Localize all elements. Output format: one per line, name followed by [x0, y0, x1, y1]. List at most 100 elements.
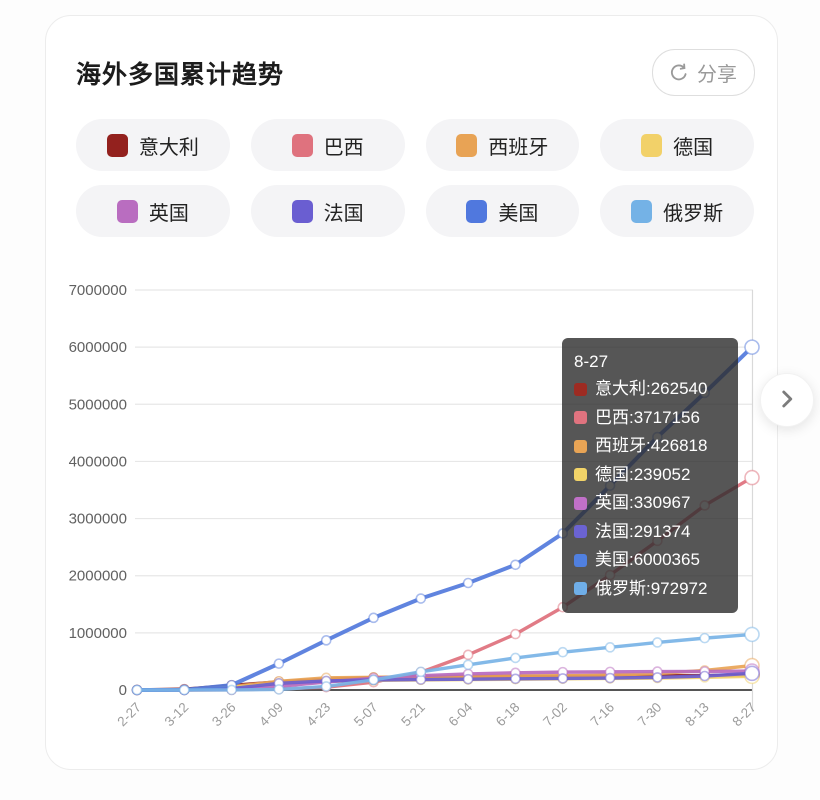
x-axis-label: 3-12 [162, 700, 192, 730]
legend-label: 德国 [673, 136, 714, 159]
legend-swatch-russia [631, 199, 653, 223]
data-point-russia[interactable] [320, 681, 332, 692]
data-point-russia[interactable] [510, 652, 521, 664]
x-axis-label: 6-18 [493, 700, 523, 730]
data-point-usa[interactable] [320, 635, 332, 646]
tooltip-value: 德国:239052 [595, 464, 691, 484]
legend-label: 英国 [148, 202, 189, 225]
x-axis-label: 7-16 [587, 700, 617, 730]
tooltip-row-uk: 英国:330967 [574, 489, 726, 518]
data-point-russia[interactable] [462, 659, 474, 671]
data-point-france[interactable] [462, 673, 474, 685]
series-line-russia [135, 632, 754, 692]
y-axis-label: 5000000 [69, 396, 127, 413]
tooltip-date: 8-27 [574, 352, 609, 371]
next-page-button[interactable] [760, 373, 814, 427]
tooltip-row-russia: 俄罗斯:972972 [574, 575, 726, 604]
legend-label: 美国 [498, 202, 539, 225]
legend-item-italy[interactable]: 意大利 [76, 119, 230, 171]
legend-item-germany[interactable]: 德国 [600, 119, 754, 171]
data-point-usa[interactable] [510, 559, 521, 571]
legend-item-russia[interactable]: 俄罗斯 [600, 185, 754, 237]
data-point-russia[interactable] [699, 632, 710, 644]
legend-item-uk[interactable]: 英国 [76, 185, 230, 237]
data-point-russia[interactable] [557, 646, 569, 658]
legend-item-brazil[interactable]: 巴西 [250, 119, 405, 171]
legend-item-usa[interactable]: 美国 [425, 185, 580, 237]
data-point-usa[interactable] [415, 593, 427, 604]
data-point-russia[interactable] [652, 637, 663, 648]
tooltip-value: 意大利:262540 [595, 379, 708, 398]
tooltip-swatch-germany [574, 468, 587, 482]
y-axis-label: 6000000 [69, 339, 127, 356]
tooltip-row-brazil: 巴西:3717156 [574, 404, 726, 433]
tooltip-swatch-italy [574, 382, 587, 396]
x-axis-label: 5-07 [351, 700, 381, 730]
x-axis-label: 2-27 [114, 700, 144, 730]
x-axis-label: 4-09 [256, 700, 286, 730]
data-point-usa[interactable] [744, 339, 760, 355]
data-point-usa[interactable] [462, 577, 474, 589]
share-refresh-icon [668, 62, 690, 84]
data-point-brazil[interactable] [744, 469, 760, 486]
legend-item-spain[interactable]: 西班牙 [425, 119, 580, 171]
data-point-russia[interactable] [273, 684, 285, 695]
share-button-label: 分享 [697, 64, 737, 86]
x-axis-label: 6-04 [446, 699, 476, 729]
y-axis-label: 2000000 [69, 568, 127, 585]
x-axis-label: 8-13 [682, 700, 712, 730]
data-point-brazil[interactable] [510, 628, 521, 640]
data-point-russia[interactable] [226, 684, 237, 696]
legend-swatch-france [291, 199, 313, 223]
data-point-usa[interactable] [273, 658, 285, 669]
data-point-usa[interactable] [368, 612, 379, 624]
data-point-france[interactable] [510, 673, 521, 685]
page-title: 海外多国累计趋势 [76, 60, 285, 89]
tooltip-value: 美国:6000365 [595, 550, 700, 569]
chart-tooltip: 8-27 意大利:262540 巴西:3717156 西班牙:426818 德国:23… [562, 338, 738, 613]
tooltip-swatch-brazil [574, 411, 587, 425]
data-point-france[interactable] [557, 673, 569, 684]
data-point-russia[interactable] [179, 684, 190, 696]
tooltip-swatch-russia [574, 582, 587, 596]
tooltip-value: 俄罗斯:972972 [595, 578, 708, 598]
legend-swatch-italy [106, 133, 128, 157]
share-button[interactable]: 分享 [652, 49, 755, 96]
x-axis-label: 8-27 [729, 700, 759, 730]
data-point-france[interactable] [744, 665, 760, 682]
x-axis-label: 5-21 [398, 700, 428, 730]
data-point-france[interactable] [699, 670, 710, 682]
tooltip-row-germany: 德国:239052 [574, 461, 726, 490]
y-axis-label: 1000000 [69, 625, 127, 642]
tooltip-row-france: 法国:291374 [574, 518, 726, 547]
chevron-right-icon [774, 386, 800, 415]
y-axis-label: 0 [119, 682, 127, 699]
legend-label: 法国 [323, 202, 364, 225]
x-axis-label: 7-02 [540, 700, 570, 730]
legend-label: 巴西 [323, 136, 364, 159]
tooltip-value: 法国:291374 [595, 521, 691, 541]
tooltip-value: 巴西:3717156 [595, 407, 700, 427]
legend-swatch-spain [456, 133, 478, 157]
tooltip-row-usa: 美国:6000365 [574, 546, 726, 575]
tooltip-rows: 意大利:262540 巴西:3717156 西班牙:426818 德国:239052 英… [574, 375, 726, 603]
data-point-brazil[interactable] [462, 649, 474, 661]
legend-swatch-germany [641, 133, 663, 157]
data-point-russia[interactable] [131, 684, 143, 696]
data-point-russia[interactable] [415, 666, 427, 678]
data-point-russia[interactable] [604, 642, 616, 653]
tooltip-swatch-france [574, 525, 587, 539]
tooltip-swatch-usa [574, 553, 587, 567]
legend-label: 西班牙 [488, 136, 549, 159]
legend: 意大利 巴西 西班牙 德国英国 法国 美国 俄罗斯 [46, 96, 777, 237]
legend-item-france[interactable]: 法国 [250, 185, 405, 237]
data-point-russia[interactable] [744, 626, 760, 643]
tooltip-value: 西班牙:426818 [595, 436, 708, 455]
data-point-russia[interactable] [368, 674, 379, 686]
x-axis-label: 4-23 [304, 700, 334, 730]
data-point-france[interactable] [652, 672, 663, 683]
y-axis-label: 4000000 [69, 453, 127, 470]
data-point-france[interactable] [604, 672, 616, 684]
legend-swatch-usa [466, 199, 488, 223]
